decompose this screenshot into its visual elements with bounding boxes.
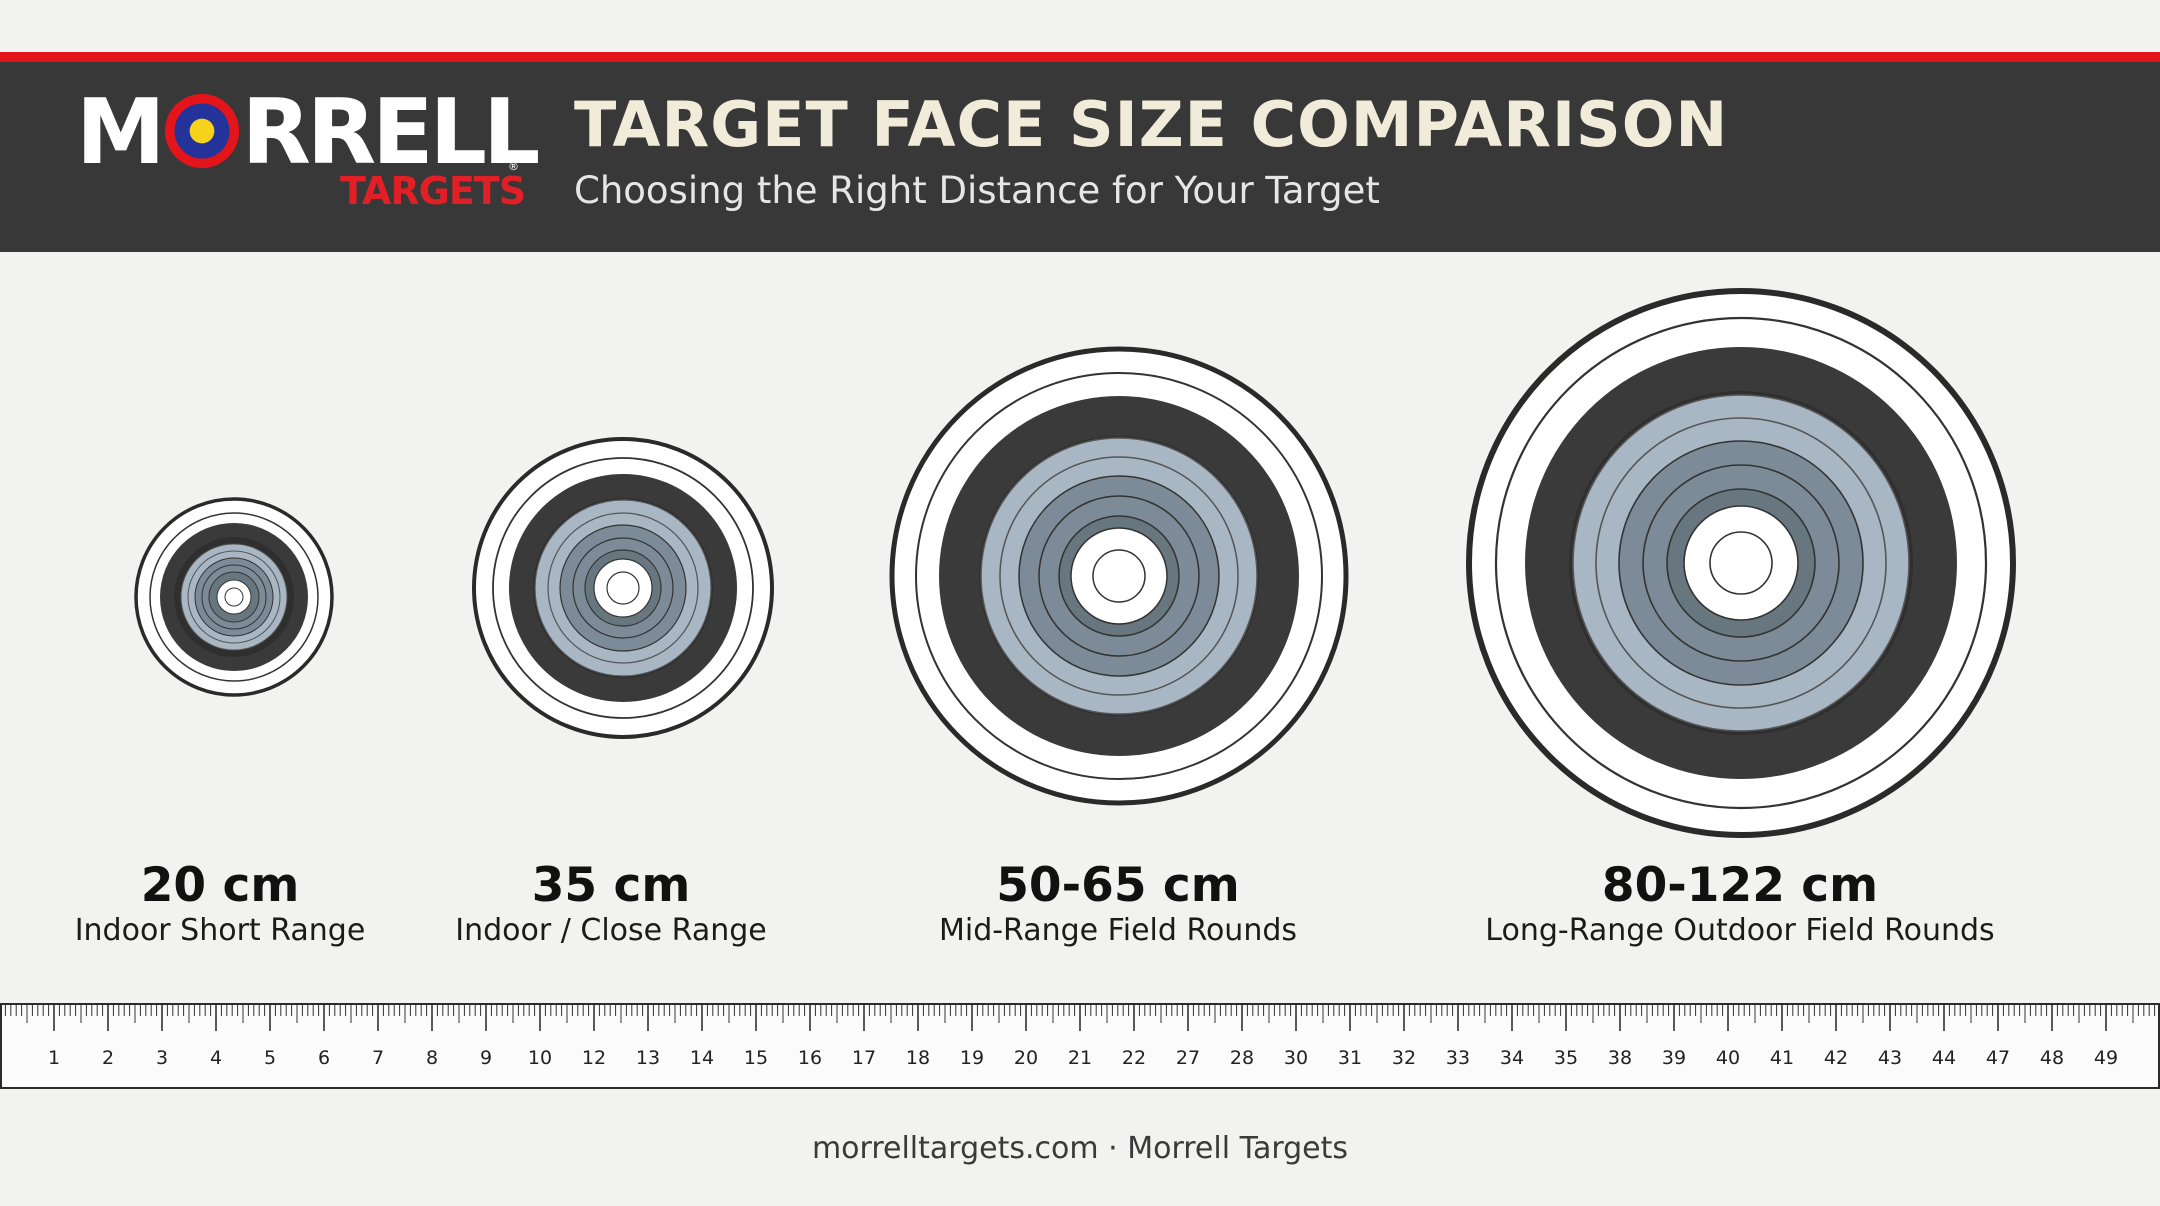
header-bar [0,62,2160,252]
ruler-label: 5 [264,1047,276,1069]
ruler-label: 13 [636,1047,660,1069]
ruler-label: 22 [1122,1047,1146,1069]
target-face-35cm [472,437,774,739]
target-ring [1092,549,1146,603]
target-size-label: 35 cm [531,858,691,913]
target-face-20cm [134,497,334,697]
ruler-label: 18 [906,1047,930,1069]
target-ring [1709,531,1773,595]
ruler-label: 38 [1608,1047,1632,1069]
ruler-label: 15 [744,1047,768,1069]
target-size-label: 80-122 cm [1601,858,1879,913]
target-face-80-122cm [1466,288,2016,838]
registered-mark: ® [508,160,519,173]
ruler-label: 1 [48,1047,60,1069]
ruler-label: 10 [528,1047,552,1069]
ruler-label: 4 [210,1047,222,1069]
target-use-label: Mid-Range Field Rounds [938,913,1298,948]
ruler-labels: 1 2 3 4 5 6 7 8 9 10 12 13 14 15 16 17 18 19 20 21 22 27 28 30 3… [48,1047,2118,1069]
ruler-label: 19 [960,1047,984,1069]
ruler-label: 34 [1500,1047,1524,1069]
target-use-label: Indoor / Close Range [455,913,767,948]
ruler-label: 17 [852,1047,876,1069]
ruler-label: 6 [318,1047,330,1069]
ruler-label: 39 [1662,1047,1686,1069]
page-title: TARGET FACE SIZE COMPARISON [574,88,1729,161]
ruler-label: 35 [1554,1047,1578,1069]
target-size-label: 50-65 cm [996,858,1240,913]
logo-subtext: TARGETS [340,169,526,213]
ruler-label: 44 [1932,1047,1956,1069]
target-size-label: 20 cm [140,858,300,913]
ruler-label: 49 [2094,1047,2118,1069]
ruler-label: 2 [102,1047,114,1069]
ruler-label: 12 [582,1047,606,1069]
ruler-label: 14 [690,1047,714,1069]
ruler-label: 42 [1824,1047,1848,1069]
target-face-50-65cm [889,346,1349,806]
ruler-label: 30 [1284,1047,1308,1069]
ruler-label: 33 [1446,1047,1470,1069]
target-use-label: Indoor Short Range [74,913,366,948]
target-ring [606,571,640,605]
top-accent-stripe [0,52,2160,62]
ruler-label: 27 [1176,1047,1200,1069]
ruler-label: 7 [372,1047,384,1069]
ruler-label: 43 [1878,1047,1902,1069]
ruler-label: 48 [2040,1047,2064,1069]
ruler-ticks [4,1005,2156,1031]
ruler: 1 2 3 4 5 6 7 8 9 10 12 13 14 15 16 17 18 19 20 21 22 27 28 30 3… [0,1003,2160,1089]
target-use-label: Long-Range Outdoor Field Rounds [1485,913,1995,948]
logo-letter-m: M [76,80,166,185]
ruler-label: 9 [480,1047,492,1069]
ruler-label: 3 [156,1047,168,1069]
ruler-label: 16 [798,1047,822,1069]
logo-letters-rest: RRELL [241,80,541,185]
target-ring [224,587,244,607]
ruler-label: 47 [1986,1047,2010,1069]
logo-wordmark: M RRELL [76,80,541,185]
ruler-label: 20 [1014,1047,1038,1069]
logo-bullseye-icon [164,93,239,169]
ruler-label: 41 [1770,1047,1794,1069]
ruler-label: 8 [426,1047,438,1069]
ruler-label: 21 [1068,1047,1092,1069]
ruler-label: 40 [1716,1047,1740,1069]
ruler-label: 31 [1338,1047,1362,1069]
ruler-label: 32 [1392,1047,1416,1069]
ruler-label: 28 [1230,1047,1254,1069]
footer-text: morrelltargets.com · Morrell Targets [811,1131,1349,1166]
page-subtitle: Choosing the Right Distance for Your Tar… [574,169,1380,212]
